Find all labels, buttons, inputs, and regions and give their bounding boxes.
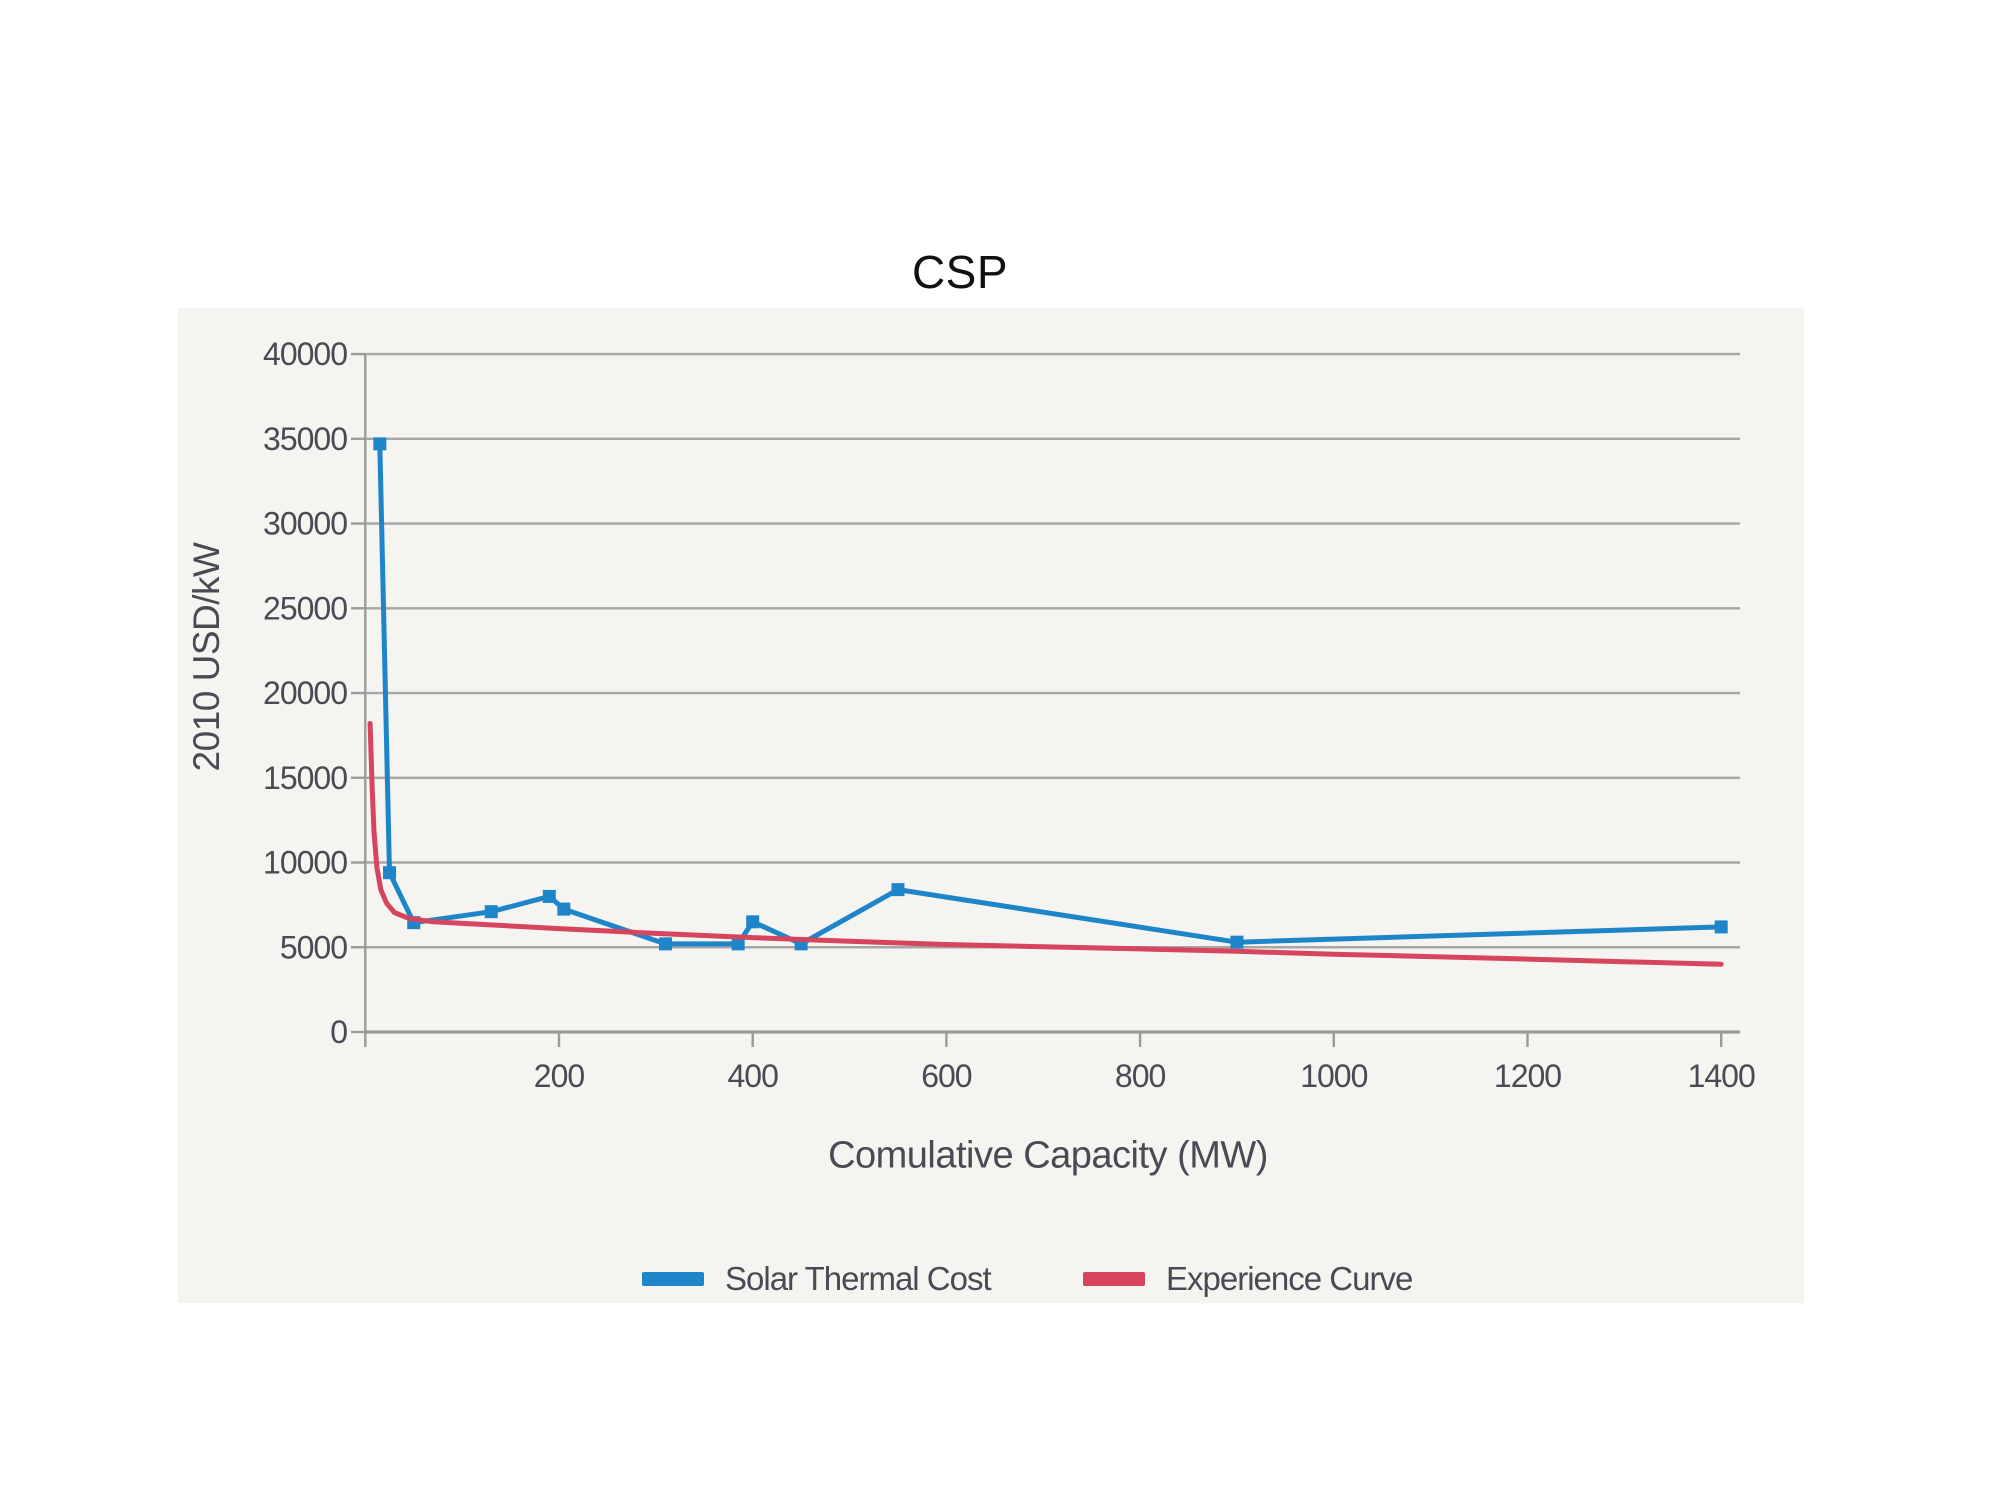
solar-thermal-cost-marker-3 <box>484 905 498 919</box>
y-tick-label-25000: 25000 <box>263 590 347 626</box>
x-tick-label-800: 800 <box>1115 1058 1166 1094</box>
solar-thermal-cost-marker-1 <box>383 866 397 880</box>
solar-thermal-cost-marker-8 <box>746 915 760 929</box>
plot-background <box>178 308 1804 1303</box>
solar-thermal-cost-marker-7 <box>731 937 745 951</box>
experience-curve-line <box>367 721 1724 967</box>
y-tick-label-5000: 5000 <box>280 929 347 965</box>
solar-thermal-cost-marker-6 <box>659 937 673 951</box>
legend-swatch-solar-thermal-cost <box>642 1272 704 1286</box>
y-tick-label-35000: 35000 <box>263 421 347 457</box>
solar-thermal-cost-marker-12 <box>1714 920 1728 934</box>
x-tick-label-600: 600 <box>921 1058 972 1094</box>
solar-thermal-cost-marker-4 <box>542 889 556 903</box>
solar-thermal-cost-marker-11 <box>1230 935 1244 949</box>
y-tick-label-20000: 20000 <box>263 675 347 711</box>
x-axis-label: Comulative Capacity (MW) <box>828 1134 1268 1177</box>
legend-label-solar-thermal-cost: Solar Thermal Cost <box>725 1260 992 1297</box>
y-tick-label-40000: 40000 <box>263 336 347 372</box>
solar-thermal-cost-marker-5 <box>557 902 571 916</box>
y-tick-label-10000: 10000 <box>263 845 347 881</box>
solar-thermal-cost-marker-10 <box>891 883 905 897</box>
y-tick-label-30000: 30000 <box>263 506 347 542</box>
legend-label-experience-curve: Experience Curve <box>1166 1260 1413 1297</box>
y-axis-label: 2010 USD/kW <box>186 542 227 772</box>
legend-item-solar-thermal-cost: Solar Thermal Cost <box>642 1260 992 1297</box>
solar-thermal-cost-marker-0 <box>373 437 387 451</box>
x-tick-label-400: 400 <box>728 1058 779 1094</box>
x-tick-label-200: 200 <box>534 1058 585 1094</box>
legend-swatch-experience-curve <box>1083 1272 1145 1286</box>
y-tick-label-0: 0 <box>330 1014 347 1050</box>
x-tick-label-1000: 1000 <box>1300 1058 1367 1094</box>
y-tick-label-15000: 15000 <box>263 760 347 796</box>
x-tick-label-1200: 1200 <box>1494 1058 1561 1094</box>
legend-item-experience-curve: Experience Curve <box>1083 1260 1413 1297</box>
x-tick-label-1400: 1400 <box>1688 1058 1755 1094</box>
chart-title: CSP <box>911 246 1009 298</box>
